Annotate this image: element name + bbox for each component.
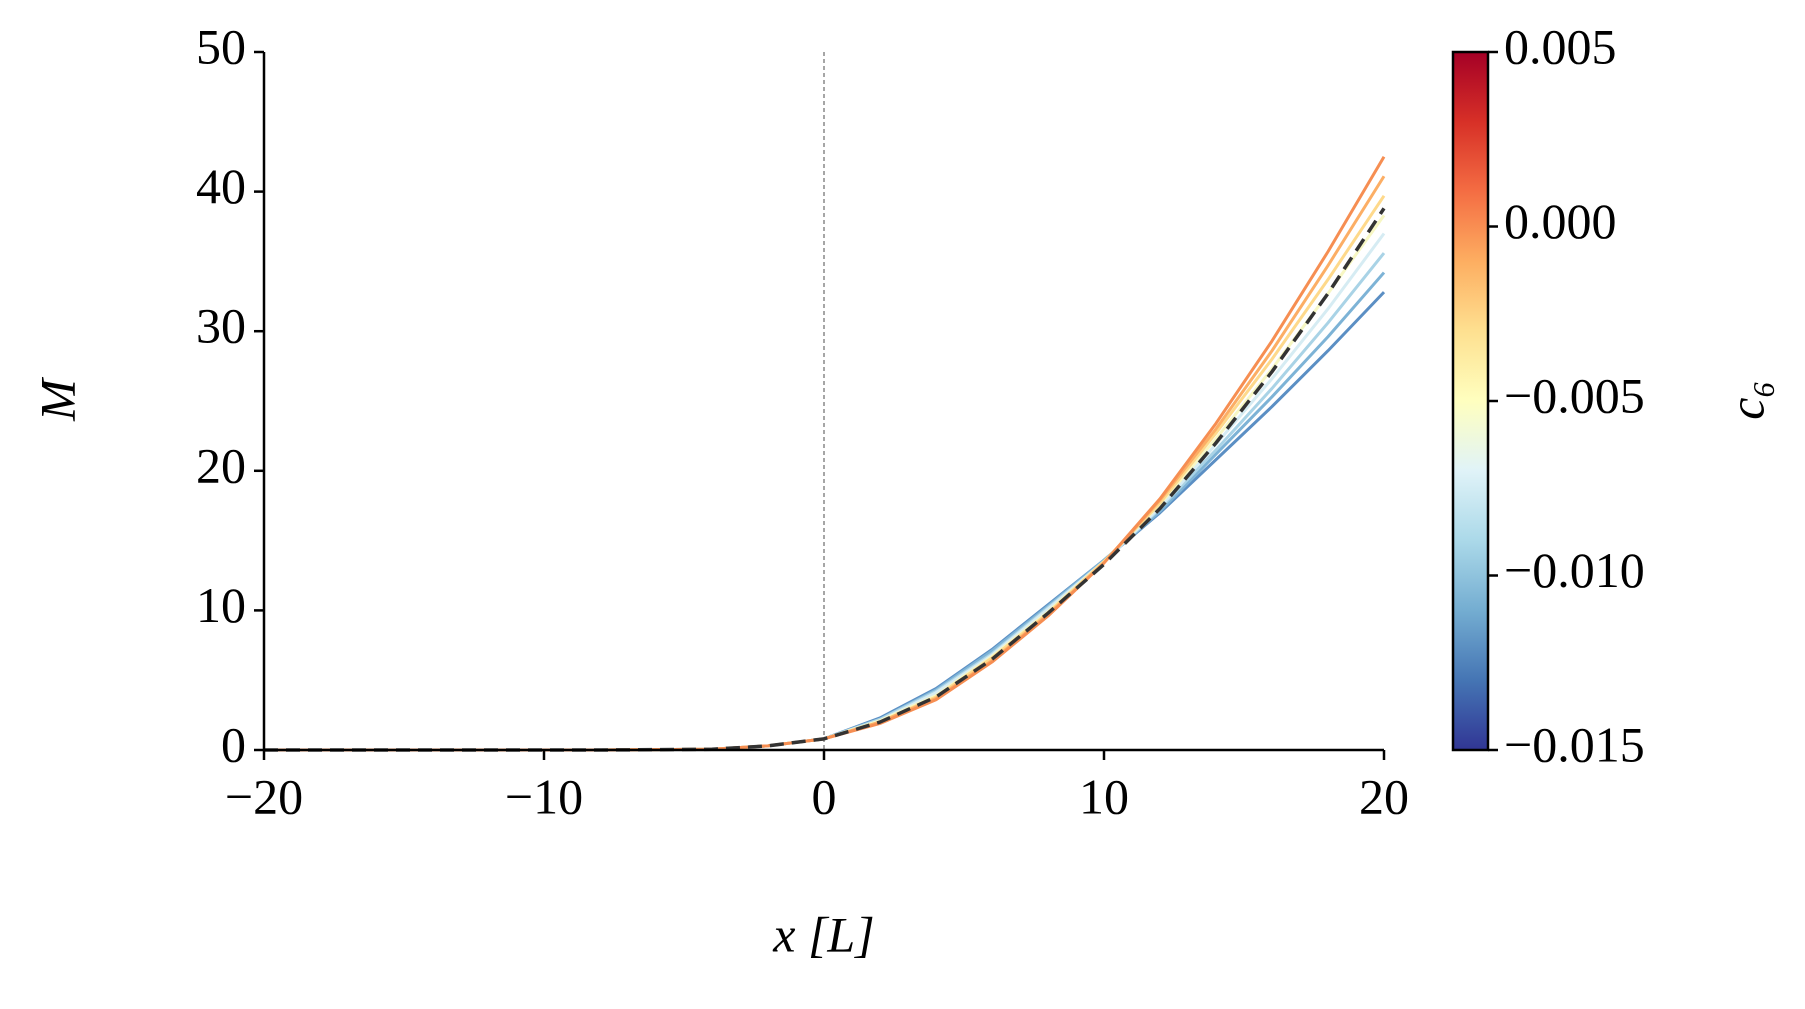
y-tick-label: 0 <box>221 716 246 772</box>
colorbar-tick-label: 0.005 <box>1504 18 1617 74</box>
y-tick-label: 30 <box>196 298 246 354</box>
colorbar-label: c₆ <box>1718 380 1774 420</box>
colorbar-tick-label: −0.005 <box>1504 367 1645 423</box>
colorbar-tick-label: −0.015 <box>1504 716 1645 772</box>
colorbar-tick-label: 0.000 <box>1504 193 1617 249</box>
x-tick-label: −10 <box>505 768 583 824</box>
y-tick-label: 10 <box>196 577 246 633</box>
x-tick-label: 0 <box>812 768 837 824</box>
x-tick-label: 10 <box>1079 768 1129 824</box>
y-axis-label: M <box>29 377 85 422</box>
x-axis-label: x [L] <box>772 906 874 962</box>
colorbar <box>1451 50 1490 752</box>
y-tick-label: 40 <box>196 158 246 214</box>
x-tick-label: −20 <box>225 768 303 824</box>
y-tick-label: 50 <box>196 18 246 74</box>
x-tick-label: 20 <box>1359 768 1409 824</box>
curve <box>264 232 1386 752</box>
colorbar-tick-label: −0.010 <box>1504 542 1645 598</box>
y-tick-label: 20 <box>196 437 246 493</box>
